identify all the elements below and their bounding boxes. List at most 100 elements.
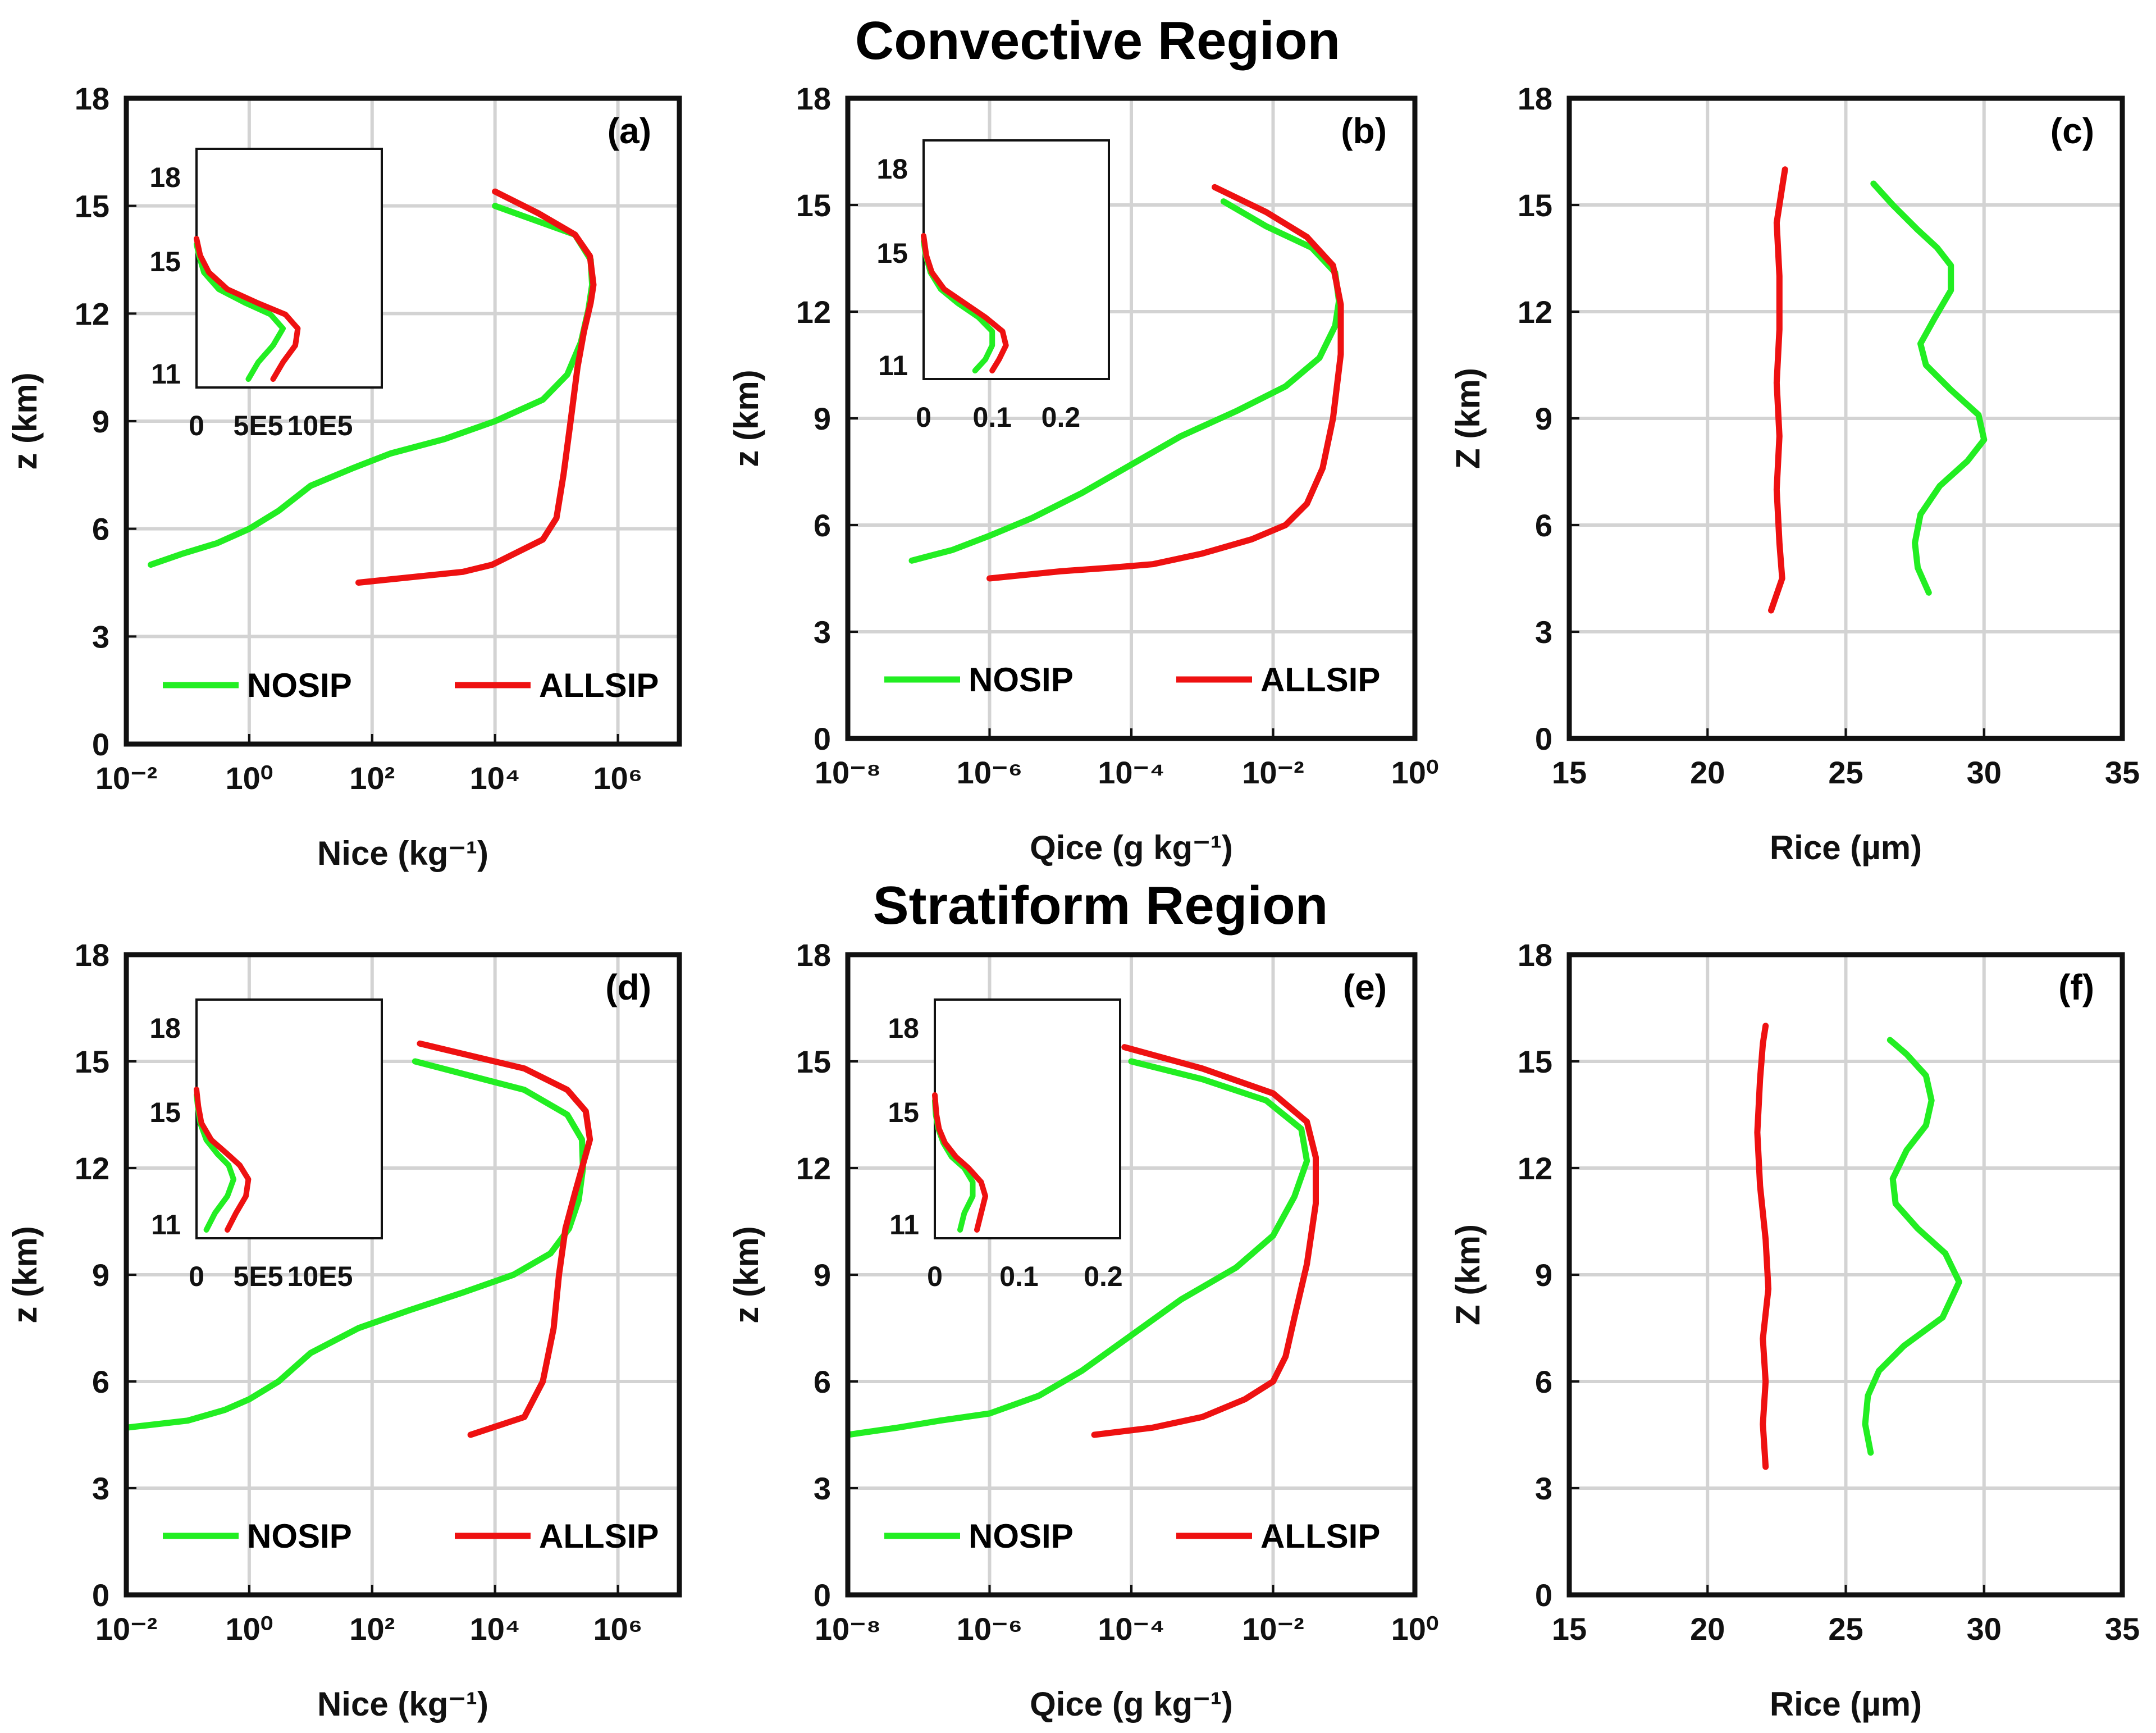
inset-x-tick-label: 10E5 <box>287 1261 353 1292</box>
inset-x-tick-label: 0.2 <box>1084 1261 1123 1292</box>
y-axis-label: z (km) <box>6 372 44 469</box>
x-tick-label: 10⁶ <box>593 1611 643 1647</box>
panel-label: (f) <box>2058 967 2094 1007</box>
inset-y-tick-label: 11 <box>878 350 908 381</box>
inset-frame <box>934 998 1121 1239</box>
x-tick-label: 10⁻⁶ <box>957 1611 1023 1647</box>
panel-label: (a) <box>607 111 651 151</box>
x-tick-label: 35 <box>2105 755 2140 790</box>
y-tick-label: 6 <box>92 1364 109 1399</box>
y-tick-label: 12 <box>1518 1151 1552 1186</box>
y-tick-label: 12 <box>796 294 831 330</box>
inset-x-tick-label: 0 <box>927 1261 943 1292</box>
y-tick-label: 12 <box>1518 294 1552 330</box>
x-tick-label: 20 <box>1690 755 1725 790</box>
x-tick-label: 35 <box>2105 1611 2140 1647</box>
legend: NOSIP ALLSIP <box>884 1517 1380 1555</box>
legend-label-nosip: NOSIP <box>247 667 352 704</box>
y-tick-label: 12 <box>75 296 109 331</box>
x-tick-label: 30 <box>1967 755 2002 790</box>
chart-panel-e: 10⁻⁸ 10⁻⁶ 10⁻⁴ 10⁻² 10⁰ 0 3 6 9 12 15 18 Qice (g kg⁻… <box>728 937 1438 1723</box>
series-line-nosip <box>1870 180 1988 596</box>
y-tick-label: 3 <box>814 1471 831 1506</box>
inset-chart: 0 5E5 10E5 11 15 18 <box>149 998 383 1292</box>
inset-frame <box>195 148 383 389</box>
legend-label-nosip: NOSIP <box>247 1517 352 1555</box>
inset-x-tick-label: 5E5 <box>234 410 284 441</box>
y-axis-label: z (km) <box>728 370 765 467</box>
y-tick-label: 0 <box>1535 721 1552 756</box>
y-tick-label: 6 <box>92 512 109 547</box>
inset-series-line-allsip <box>932 1092 988 1233</box>
chart-panel-a: 10⁻² 10⁰ 10² 10⁴ 10⁶ 0 3 6 9 12 15 18 Nice (kg⁻¹) z (… <box>6 81 682 872</box>
inset-series-line-allsip <box>194 1087 252 1233</box>
y-tick-label: 15 <box>75 1044 109 1079</box>
inset-series-line-allsip <box>194 236 301 382</box>
x-tick-label: 25 <box>1828 1611 1863 1647</box>
inset-y-tick-label: 11 <box>151 358 181 390</box>
x-tick-label: 10⁻⁴ <box>1098 1611 1165 1647</box>
inset-x-tick-label: 0 <box>189 410 204 441</box>
plot-frame <box>845 95 1418 741</box>
x-axis-label: Nice (kg⁻¹) <box>317 834 488 872</box>
y-tick-label: 0 <box>92 727 109 762</box>
x-tick-label: 10⁻⁴ <box>1098 755 1165 790</box>
inset-y-tick-label: 15 <box>888 1097 919 1128</box>
series-line-allsip <box>1091 1044 1319 1438</box>
inset-y-tick-label: 18 <box>888 1013 919 1044</box>
chart-panel-f: 15 20 25 30 35 0 3 6 9 12 15 18 Rice (µm) Z (km) (f) <box>1449 937 2140 1723</box>
y-tick-label: 15 <box>1518 188 1552 223</box>
x-axis-label: Rice (µm) <box>1770 829 1922 866</box>
y-tick-label: 15 <box>75 189 109 224</box>
x-tick-label: 10⁰ <box>226 760 273 796</box>
inset-y-tick-label: 18 <box>149 162 181 193</box>
inset-chart: 0 0.1 0.2 11 15 18 <box>876 139 1110 433</box>
y-tick-label: 15 <box>796 1044 831 1079</box>
y-tick-label: 15 <box>796 188 831 223</box>
inset-x-tick-label: 0.1 <box>972 402 1012 433</box>
plot-frame <box>1566 952 2125 1598</box>
y-axis-label: Z (km) <box>1449 368 1487 469</box>
inset-y-tick-label: 18 <box>876 153 908 185</box>
inset-y-tick-label: 11 <box>151 1209 181 1241</box>
inset-y-tick-label: 11 <box>889 1209 919 1241</box>
y-tick-label: 12 <box>75 1151 109 1186</box>
chart-panel-d: 10⁻² 10⁰ 10² 10⁴ 10⁶ 0 3 6 9 12 15 18 Nice (kg⁻¹) z (… <box>6 937 682 1723</box>
y-tick-label: 0 <box>814 1577 831 1613</box>
x-tick-label: 10⁴ <box>470 1611 520 1647</box>
inset-chart: 0 0.1 0.2 11 15 18 <box>888 998 1123 1292</box>
y-axis-label: z (km) <box>6 1226 44 1323</box>
legend-label-allsip: ALLSIP <box>1260 661 1380 699</box>
inset-y-tick-label: 15 <box>149 1097 181 1128</box>
inset-series-line-allsip <box>921 233 1009 373</box>
series-line-allsip <box>1754 1023 1772 1470</box>
y-tick-label: 9 <box>92 1257 109 1293</box>
series-line-nosip <box>908 198 1342 564</box>
series-line-allsip <box>417 1040 593 1438</box>
plot-frame <box>124 952 682 1598</box>
y-tick-label: 3 <box>92 619 109 654</box>
y-axis-label: z (km) <box>728 1226 765 1323</box>
x-tick-label: 10⁻² <box>95 760 158 796</box>
y-tick-label: 3 <box>814 614 831 650</box>
series-line-nosip <box>1862 1037 1962 1456</box>
series-line-allsip <box>355 188 597 586</box>
x-tick-label: 10⁴ <box>470 760 520 796</box>
chart-panel-b: 10⁻⁸ 10⁻⁶ 10⁻⁴ 10⁻² 10⁰ 0 3 6 9 12 15 18 Qice (g kg⁻… <box>728 81 1438 866</box>
legend: NOSIP ALLSIP <box>884 661 1380 699</box>
x-tick-label: 20 <box>1690 1611 1725 1647</box>
inset-x-tick-label: 0 <box>189 1261 204 1292</box>
x-tick-label: 10⁻² <box>95 1611 158 1647</box>
y-tick-label: 9 <box>1535 401 1552 436</box>
plot-frame <box>124 95 682 747</box>
inset-x-tick-label: 5E5 <box>234 1261 284 1292</box>
legend-label-allsip: ALLSIP <box>539 1517 659 1555</box>
y-tick-label: 18 <box>796 81 831 116</box>
x-tick-label: 10² <box>349 1611 395 1647</box>
inset-x-tick-label: 0.2 <box>1042 402 1081 433</box>
series-line-nosip <box>848 1058 1310 1438</box>
panel-label: (d) <box>605 967 651 1007</box>
x-tick-label: 10⁰ <box>1391 755 1439 790</box>
x-tick-label: 30 <box>1967 1611 2002 1647</box>
y-tick-label: 6 <box>814 508 831 543</box>
